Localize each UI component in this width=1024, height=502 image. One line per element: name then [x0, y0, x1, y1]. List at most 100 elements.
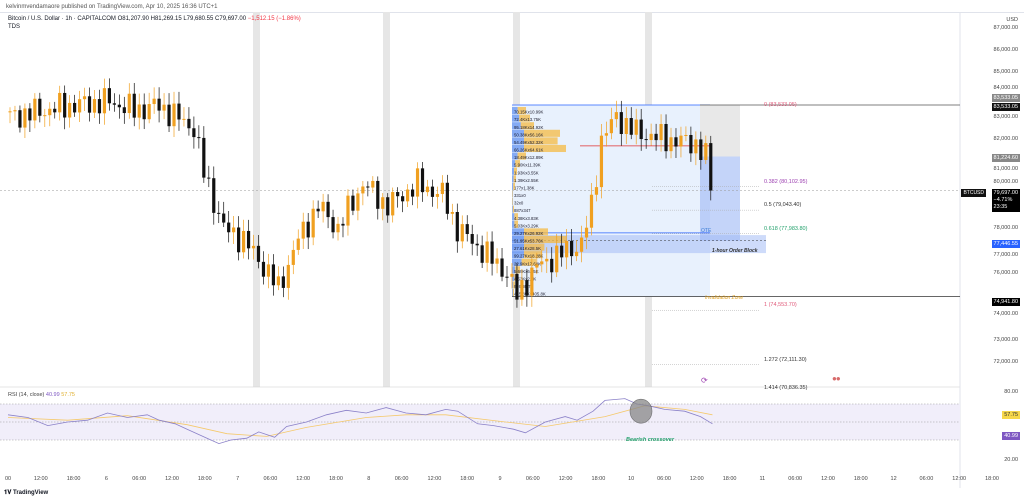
- replay-icon[interactable]: ⟳: [701, 376, 708, 385]
- price-axis-label[interactable]: 82,000.00: [993, 136, 1018, 143]
- candle-down: [674, 137, 678, 147]
- time-axis-label[interactable]: 12:00: [689, 476, 704, 482]
- time-axis-label[interactable]: 18:00: [722, 476, 737, 482]
- candle-up: [584, 227, 589, 238]
- candle-up: [545, 258, 549, 262]
- volume-bar-buy: [512, 114, 520, 122]
- indicator-label[interactable]: TDS: [8, 24, 20, 30]
- candle-up: [371, 180, 375, 188]
- time-axis-label[interactable]: 06:00: [657, 476, 671, 482]
- candle-up: [530, 267, 534, 296]
- price-axis-label[interactable]: 81,000.00: [993, 165, 1018, 172]
- candle-up: [540, 261, 544, 265]
- time-axis-label[interactable]: 12:00: [558, 476, 573, 482]
- price-chart[interactable]: 70.15Kx10.99K 72.4Kx13.75K 95.18Kx14.92K 50…: [0, 12, 1024, 488]
- us-flag-event-icons[interactable]: ●●: [832, 374, 841, 383]
- price-axis-label[interactable]: 85,000.00: [993, 69, 1018, 76]
- volume-bar-sell: [513, 281, 515, 289]
- time-axis-label[interactable]: 18:00: [329, 476, 343, 482]
- symbol-name[interactable]: Bitcoin / U.S. Dollar · 1h · CAPITALCOM: [8, 16, 116, 22]
- time-axis-label[interactable]: 18:00: [985, 476, 999, 482]
- candle-down: [475, 243, 479, 246]
- candle-down: [142, 104, 146, 120]
- candle-up: [182, 118, 186, 120]
- time-axis-label[interactable]: 7: [236, 476, 240, 482]
- time-axis-label[interactable]: 06:00: [263, 476, 278, 482]
- rsi-line: [7, 398, 713, 445]
- candle-down: [480, 245, 484, 263]
- time-axis-label[interactable]: 06:00: [919, 476, 934, 482]
- time-axis-label[interactable]: 10: [628, 476, 635, 482]
- price-axis-label[interactable]: 86,000.00: [993, 47, 1018, 53]
- time-axis-label[interactable]: 9: [498, 476, 502, 482]
- candle-up: [624, 118, 628, 135]
- price-axis-label[interactable]: 77,000.00: [993, 251, 1018, 258]
- ohlc-low: L79,680.55: [183, 16, 214, 22]
- candle-down: [515, 273, 519, 300]
- volume-bar-sell: [515, 160, 520, 168]
- time-axis-label[interactable]: 06:00: [132, 476, 147, 482]
- candle-down: [177, 103, 181, 120]
- time-axis-label[interactable]: 06:00: [394, 476, 409, 482]
- volume-profile-label: 887x347: [514, 208, 531, 213]
- time-axis-label[interactable]: 11: [759, 476, 766, 482]
- volume-bar-buy: [512, 213, 515, 221]
- price-axis-label[interactable]: 83,000.00: [993, 113, 1018, 120]
- candle-down: [699, 139, 703, 160]
- candle-down: [709, 143, 713, 191]
- time-axis-label[interactable]: 12: [890, 476, 897, 482]
- rsi-legend[interactable]: RSI (14, close) 40.99 57.75: [8, 392, 75, 398]
- candle-down: [500, 258, 504, 277]
- time-axis-label[interactable]: 12:00: [296, 476, 311, 482]
- candle-down: [53, 108, 57, 113]
- time-axis-label[interactable]: 18:00: [460, 476, 475, 482]
- price-axis-label[interactable]: 73,000.00: [993, 336, 1018, 343]
- price-axis-label[interactable]: 72,000.00: [993, 359, 1018, 366]
- time-axis-label[interactable]: 12:00: [33, 476, 48, 482]
- volume-bar-sell: [524, 129, 560, 137]
- time-axis-label[interactable]: 18:00: [853, 476, 868, 482]
- time-axis-label[interactable]: 12:00: [952, 476, 967, 482]
- price-axis-label[interactable]: 87,000.00: [993, 24, 1018, 31]
- candle-up: [336, 223, 340, 233]
- time-axis-label[interactable]: 18:00: [591, 476, 606, 482]
- candle-down: [217, 212, 221, 214]
- volume-bar-sell: [512, 198, 513, 206]
- volume-bar-sell: [524, 235, 566, 244]
- tradingview-logo[interactable]: 𝟏𝐕 TradingView: [4, 490, 48, 497]
- time-axis-label[interactable]: 12:00: [165, 476, 179, 482]
- price-axis-label[interactable]: 74,000.00: [993, 310, 1018, 317]
- time-axis-label[interactable]: 12:00: [427, 476, 442, 482]
- volume-profile-label: 54.49Kx52.32K: [514, 140, 544, 145]
- candle-up: [102, 88, 107, 114]
- candle-down: [639, 119, 643, 140]
- time-axis-label[interactable]: 06:00: [525, 476, 540, 482]
- volume-profile-label: 99.27Kx18.28K: [514, 254, 544, 259]
- volume-profile-label: 415.89Kx405.8K: [514, 292, 546, 297]
- candle-down: [117, 104, 121, 108]
- price-axis-label[interactable]: 78,000.00: [993, 225, 1018, 232]
- candle-up: [460, 224, 464, 242]
- price-axis-label[interactable]: 80,000.00: [993, 178, 1018, 185]
- candle-down: [560, 245, 564, 258]
- time-axis-label[interactable]: 06:00: [788, 476, 803, 482]
- candle-countdown: 23:35: [993, 204, 1008, 210]
- time-axis-label[interactable]: 18:00: [197, 476, 212, 482]
- price-axis-label[interactable]: 84,000.00: [993, 84, 1018, 91]
- price-axis-label[interactable]: 76,000.00: [993, 270, 1018, 276]
- time-axis-label[interactable]: 00: [4, 476, 12, 482]
- time-axis-label[interactable]: 18:00: [66, 476, 81, 482]
- volume-bar-buy: [512, 258, 522, 266]
- candle-up: [58, 92, 62, 113]
- time-axis-label[interactable]: 6: [104, 476, 108, 482]
- publisher-line: kelvinmvendamaore published on TradingVi…: [6, 4, 218, 10]
- time-axis-label[interactable]: 12:00: [821, 476, 835, 482]
- candle-up: [535, 264, 539, 268]
- volume-profile-label: 27.61Kx28.5K: [514, 246, 541, 251]
- candle-down: [366, 186, 370, 188]
- candle-down: [207, 177, 211, 179]
- candle-down: [525, 280, 529, 296]
- volume-bar-buy: [512, 144, 524, 153]
- candle-up: [8, 111, 12, 113]
- time-axis-label[interactable]: 8: [367, 476, 371, 482]
